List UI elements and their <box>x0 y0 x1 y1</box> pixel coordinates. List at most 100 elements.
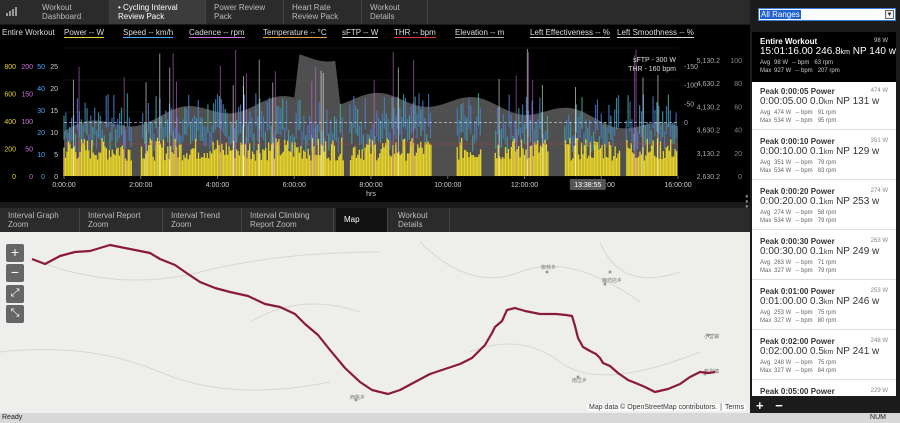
range-card[interactable]: Peak 0:01:00 Power 253 W 0:01:00.00 0.3km … <box>752 282 896 330</box>
thr-annotation: THR - 160 bpm <box>628 66 676 73</box>
legend-thr[interactable]: THR -- bpm <box>394 28 436 38</box>
side-splitter[interactable]: ● ● ● <box>745 194 749 210</box>
x-tick-label: 6:00:00 <box>283 182 306 189</box>
remove-range-button[interactable]: − <box>775 398 783 413</box>
fullscreen-icon[interactable]: ⤡ <box>6 305 24 323</box>
legend-temperature[interactable]: Temperature -- °C <box>263 28 327 38</box>
tab-workout-details[interactable]: Workout Details <box>362 0 428 24</box>
right-axis-tick: 2,630.2 <box>697 174 720 181</box>
left-axis-tick: 400 <box>4 119 16 126</box>
legend-power[interactable]: Power -- W <box>64 28 104 38</box>
left-axis-tick: 10 <box>37 152 45 159</box>
range-card-avg-row: Avg 248 W -- bpm 75 rpm <box>760 360 837 366</box>
place-label: 南岔乡 <box>572 377 587 384</box>
tab-workout-details-2[interactable]: Workout Details <box>390 208 450 232</box>
range-card-avg-row: Avg 253 W -- bpm 75 rpm <box>760 310 837 316</box>
tab-power-review-pack[interactable]: Power Review Pack <box>206 0 284 24</box>
zoom-out-button[interactable]: − <box>6 264 24 282</box>
tab-interval-graph-zoom[interactable]: Interval Graph Zoom <box>0 208 80 232</box>
left-axis-tick: 150 <box>21 92 33 99</box>
x-tick-label: 12:00:00 <box>511 182 538 189</box>
range-card[interactable]: Peak 0:00:10 Power 351 W 0:00:10.00 0.1km … <box>752 132 896 180</box>
range-card-np: NP 246 w <box>836 296 880 307</box>
route-map[interactable]: 柳林乡 鹿坊店乡 西桃乡 南岔乡 小营镇 新华镇 + − ⤢ ⤡ Map dat… <box>0 232 750 413</box>
range-card-np: NP 140 w <box>852 46 896 57</box>
range-card-np: NP 253 w <box>836 196 880 207</box>
legend-elevation[interactable]: Elevation -- m <box>455 28 505 38</box>
range-card-duration: 0:01:00.00 <box>760 296 808 307</box>
workout-chart[interactable]: sFTP - 300 W THR - 160 bpm 800 600 400 200 0 20… <box>0 40 750 202</box>
tab-map[interactable]: Map <box>336 208 388 232</box>
range-card[interactable]: Entire Workout 98 W 15:01:16.00 246.8km NP… <box>752 32 896 82</box>
x-tick-label: 16:00:00 <box>664 182 691 189</box>
tab-heart-rate-review-pack[interactable]: Heart Rate Review Pack <box>284 0 362 24</box>
range-card-np: NP 129 w <box>836 146 880 157</box>
tab-workout-dashboard[interactable]: Workout Dashboard <box>34 0 110 24</box>
range-card-duration: 15:01:16.00 <box>760 46 813 57</box>
tab-cycling-interval-review-pack[interactable]: • Cycling Interval Review Pack <box>110 0 206 24</box>
sftp-annotation: sFTP - 300 W <box>633 57 676 64</box>
left-axis-tick: 25 <box>50 64 58 71</box>
range-card-avg-row: Avg 98 W -- bpm 63 rpm <box>760 60 834 66</box>
legend-cadence[interactable]: Cadence -- rpm <box>189 28 245 38</box>
range-card-duration: 0:02:00.00 <box>760 346 808 357</box>
range-card-title: Entire Workout <box>760 37 818 46</box>
tab-interval-report-zoom[interactable]: Interval Report Zoom <box>80 208 163 232</box>
chevron-down-icon[interactable]: ▼ <box>885 10 894 19</box>
top-tab-bar: Workout Dashboard • Cycling Interval Rev… <box>0 0 750 24</box>
place-label: 鹿坊店乡 <box>602 277 622 284</box>
legend-sftp[interactable]: sFTP -- W <box>342 28 379 38</box>
right-axis-tick: 5,130.2 <box>697 58 720 65</box>
legend-left-effectiveness[interactable]: Left Effectiveness -- % <box>530 28 610 38</box>
tab-interval-climbing-report-zoom[interactable]: Interval Climbing Report Zoom <box>242 208 334 232</box>
x-axis-label: hrs <box>366 191 376 198</box>
range-card-title: Peak 0:00:30 Power <box>760 237 835 246</box>
legend-speed[interactable]: Speed -- km/h <box>123 28 174 38</box>
range-card-avg-watts: 263 W <box>870 238 888 244</box>
range-card-summary: 0:00:05.00 0.0km NP 131 w <box>760 96 879 107</box>
right-axis-tick: -100 <box>684 83 698 90</box>
range-card-max-row: Max 534 W -- bpm 95 rpm <box>760 118 837 124</box>
range-card-duration: 0:00:10.00 <box>760 146 808 157</box>
range-card-distance: 0.5 <box>810 346 824 357</box>
terms-link[interactable]: Terms <box>724 404 744 411</box>
left-axis-tick: 800 <box>4 64 16 71</box>
left-axis-tick: 10 <box>50 130 58 137</box>
tab-interval-trend-zoom[interactable]: Interval Trend Zoom <box>163 208 242 232</box>
range-select[interactable]: All Ranges ▼ <box>758 8 896 21</box>
zoom-in-button[interactable]: + <box>6 244 24 262</box>
range-card-avg-row: Avg 263 W -- bpm 71 rpm <box>760 260 837 266</box>
signal-bars-icon <box>0 0 34 24</box>
x-tick-label: 4:00:00 <box>206 182 229 189</box>
range-card[interactable]: Peak 0:00:20 Power 274 W 0:00:20.00 0.1km … <box>752 182 896 230</box>
range-card-max-row: Max 534 W -- bpm 79 rpm <box>760 218 837 224</box>
place-label: 西桃乡 <box>350 394 365 401</box>
range-card[interactable]: Peak 0:05:00 Power 229 W <box>752 382 896 396</box>
range-card-distance-unit: km <box>823 99 834 106</box>
range-card[interactable]: Peak 0:02:00 Power 248 W 0:02:00.00 0.5km … <box>752 332 896 380</box>
range-list[interactable]: Entire Workout 98 W 15:01:16.00 246.8km NP… <box>752 32 896 396</box>
range-card-summary: 0:02:00.00 0.5km NP 241 w <box>760 346 879 357</box>
left-axis-tick: 20 <box>50 86 58 93</box>
range-card-title: Peak 0:00:20 Power <box>760 187 835 196</box>
right-axis-tick: 4,630.2 <box>697 81 720 88</box>
legend-left-smoothness[interactable]: Left Smoothness -- % <box>617 28 694 38</box>
range-card-title: Peak 0:00:10 Power <box>760 137 835 146</box>
range-card-max-row: Max 327 W -- bpm 80 rpm <box>760 318 837 324</box>
left-axis-tick: 200 <box>21 64 33 71</box>
range-card[interactable]: Peak 0:00:05 Power 474 W 0:00:05.00 0.0km … <box>752 82 896 130</box>
num-lock-indicator: NUM <box>870 414 886 421</box>
fit-route-icon[interactable]: ⤢ <box>6 285 24 303</box>
range-card-duration: 0:00:30.00 <box>760 246 808 257</box>
sidebar-footer: + − <box>756 398 791 413</box>
range-card-distance: 0.1 <box>810 196 824 207</box>
map-canvas[interactable]: 柳林乡 鹿坊店乡 西桃乡 南岔乡 小营镇 新华镇 <box>0 232 750 413</box>
right-axis-tick: 0 <box>684 120 688 127</box>
x-tick-label: 0:00:00 <box>52 182 75 189</box>
left-axis-tick: 200 <box>4 147 16 154</box>
x-tick-label: 2:00:00 <box>129 182 152 189</box>
range-card[interactable]: Peak 0:00:30 Power 263 W 0:00:30.00 0.1km … <box>752 232 896 280</box>
add-range-button[interactable]: + <box>756 398 764 413</box>
